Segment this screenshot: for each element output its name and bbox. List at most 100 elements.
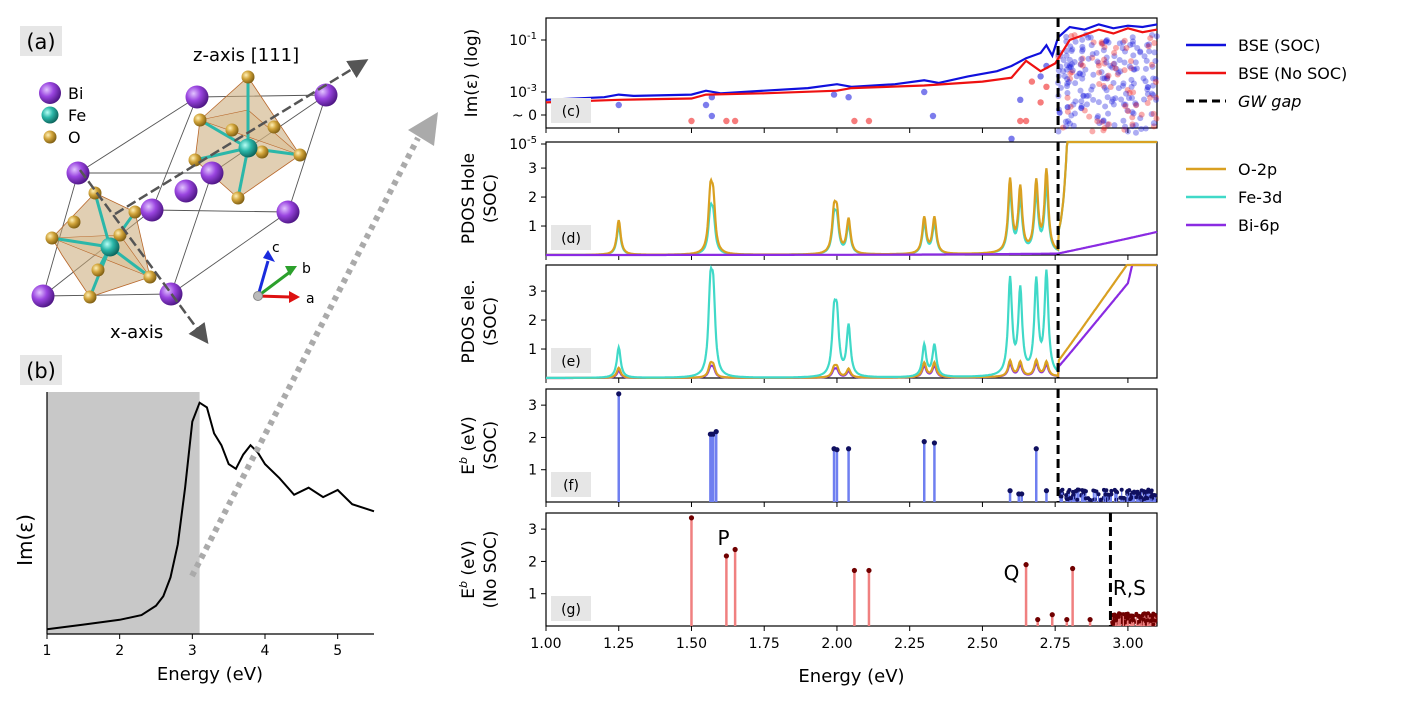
scatter-point — [1132, 122, 1139, 129]
scatter-point — [1103, 59, 1110, 66]
o-legend-label: O — [68, 128, 81, 147]
scatter-point — [1123, 45, 1130, 52]
scatter-point — [1130, 80, 1137, 87]
scatter-point — [1149, 63, 1156, 70]
scatter-point — [1132, 129, 1139, 136]
o-legend-atom — [43, 130, 57, 144]
dense-dot — [1117, 611, 1122, 616]
scatter-point — [1101, 44, 1108, 51]
scatter-point — [1132, 59, 1139, 66]
scatter-point — [1130, 110, 1137, 117]
binding-dot — [1023, 562, 1029, 568]
scatter-point — [1141, 53, 1148, 60]
scatter-point — [1079, 55, 1086, 62]
scatter-point — [1109, 96, 1116, 103]
scatter-point — [1122, 123, 1129, 130]
scatter-point — [1087, 34, 1094, 41]
panel-ylabel: (SOC) — [481, 297, 501, 346]
binding-dot — [713, 429, 719, 435]
scatter-point — [1096, 80, 1103, 87]
scatter-point — [1063, 61, 1070, 68]
panel-g: 1 2 3 (g) Eb (eV) (No SOC) — [457, 512, 1158, 631]
dense-dot — [1152, 493, 1157, 498]
scatter-point — [1104, 75, 1111, 82]
ylabel-rest: (eV) — [459, 540, 479, 581]
octahedron-lower-face — [51, 234, 151, 278]
scatter-point — [1129, 95, 1136, 102]
scatter-point — [1122, 103, 1129, 110]
scatter-point — [1129, 114, 1136, 121]
scatter-point — [1122, 101, 1129, 108]
sparse-point — [1043, 83, 1050, 91]
sparse-point — [921, 88, 928, 96]
ytick-exponent: -1 — [527, 31, 537, 42]
scatter-point — [1067, 103, 1074, 110]
binding-dot — [1064, 616, 1070, 623]
scatter-point — [1141, 96, 1148, 103]
z-axis-label: z-axis [111] — [193, 45, 299, 66]
scatter-point — [1094, 113, 1101, 120]
dense-dot — [1131, 490, 1136, 495]
lattice-triad: c b a — [253, 240, 315, 307]
legend-gw-label: GW gap — [1238, 92, 1301, 111]
scatter-point — [1101, 56, 1108, 63]
scatter-point — [1079, 62, 1086, 69]
scatter-point — [1100, 47, 1107, 54]
scatter-point — [1101, 124, 1108, 131]
sparse-point — [1008, 135, 1015, 142]
scatter-point — [1103, 87, 1110, 94]
panel-label-box — [551, 225, 591, 250]
scatter-point — [1078, 104, 1085, 111]
scatter-point — [1151, 49, 1158, 56]
scatter-point — [1067, 43, 1074, 50]
sparse-point — [723, 117, 730, 125]
scatter-point — [1108, 98, 1115, 105]
scatter-point — [1081, 107, 1088, 114]
scatter-point — [1138, 111, 1145, 118]
scatter-point — [1067, 63, 1074, 70]
scatter-point — [1063, 66, 1070, 73]
scatter-point — [1128, 83, 1135, 90]
dense-dot — [1119, 487, 1124, 492]
binding-dot — [616, 391, 622, 397]
sparse-point — [615, 101, 622, 109]
scatter-point — [1089, 83, 1096, 90]
scatter-point — [1110, 101, 1117, 108]
xtick-label: 2.75 — [1040, 636, 1071, 652]
ytick-label: 1 — [528, 587, 537, 603]
panel-label-box — [551, 472, 591, 497]
scatter-point — [1085, 34, 1092, 41]
dense-dot — [1134, 613, 1139, 618]
ytick-label: 3 — [528, 398, 537, 414]
scatter-point — [1115, 85, 1122, 92]
scatter-point — [1111, 49, 1118, 56]
xtick-label: 1.75 — [749, 636, 780, 652]
x-axis-arrow — [78, 169, 209, 345]
dense-dot — [1146, 611, 1151, 616]
sparse-point — [1022, 117, 1030, 125]
scatter-point — [1066, 120, 1073, 127]
pdos-o-curve — [546, 140, 1157, 256]
scatter-point — [1100, 127, 1107, 134]
scatter-point — [1121, 67, 1128, 74]
pdos-bi-curve — [546, 230, 1158, 257]
scatter-point — [1149, 82, 1156, 89]
dense-dot — [1064, 493, 1069, 498]
x-axis-label: x-axis — [110, 322, 163, 343]
xtick-label: 2.00 — [821, 636, 852, 652]
legend-o2p-label: O-2p — [1238, 160, 1277, 179]
scatter-point — [1069, 67, 1076, 74]
sparse-point — [688, 117, 695, 125]
panel-e: 1 2 3 (e) PDOS ele. (SOC) — [459, 263, 1158, 383]
ytick-label: 2 — [528, 190, 537, 206]
panel-b-xtick-label: 3 — [188, 643, 197, 659]
scatter-point — [1105, 110, 1112, 117]
scatter-point — [1116, 40, 1123, 47]
scatter-point — [1095, 99, 1102, 106]
scatter-point — [1060, 124, 1067, 131]
scatter-point — [1095, 59, 1102, 66]
scatter-point — [1110, 60, 1117, 67]
panel-ylabel: PDOS Hole — [459, 153, 479, 244]
scatter-point — [1064, 108, 1071, 115]
